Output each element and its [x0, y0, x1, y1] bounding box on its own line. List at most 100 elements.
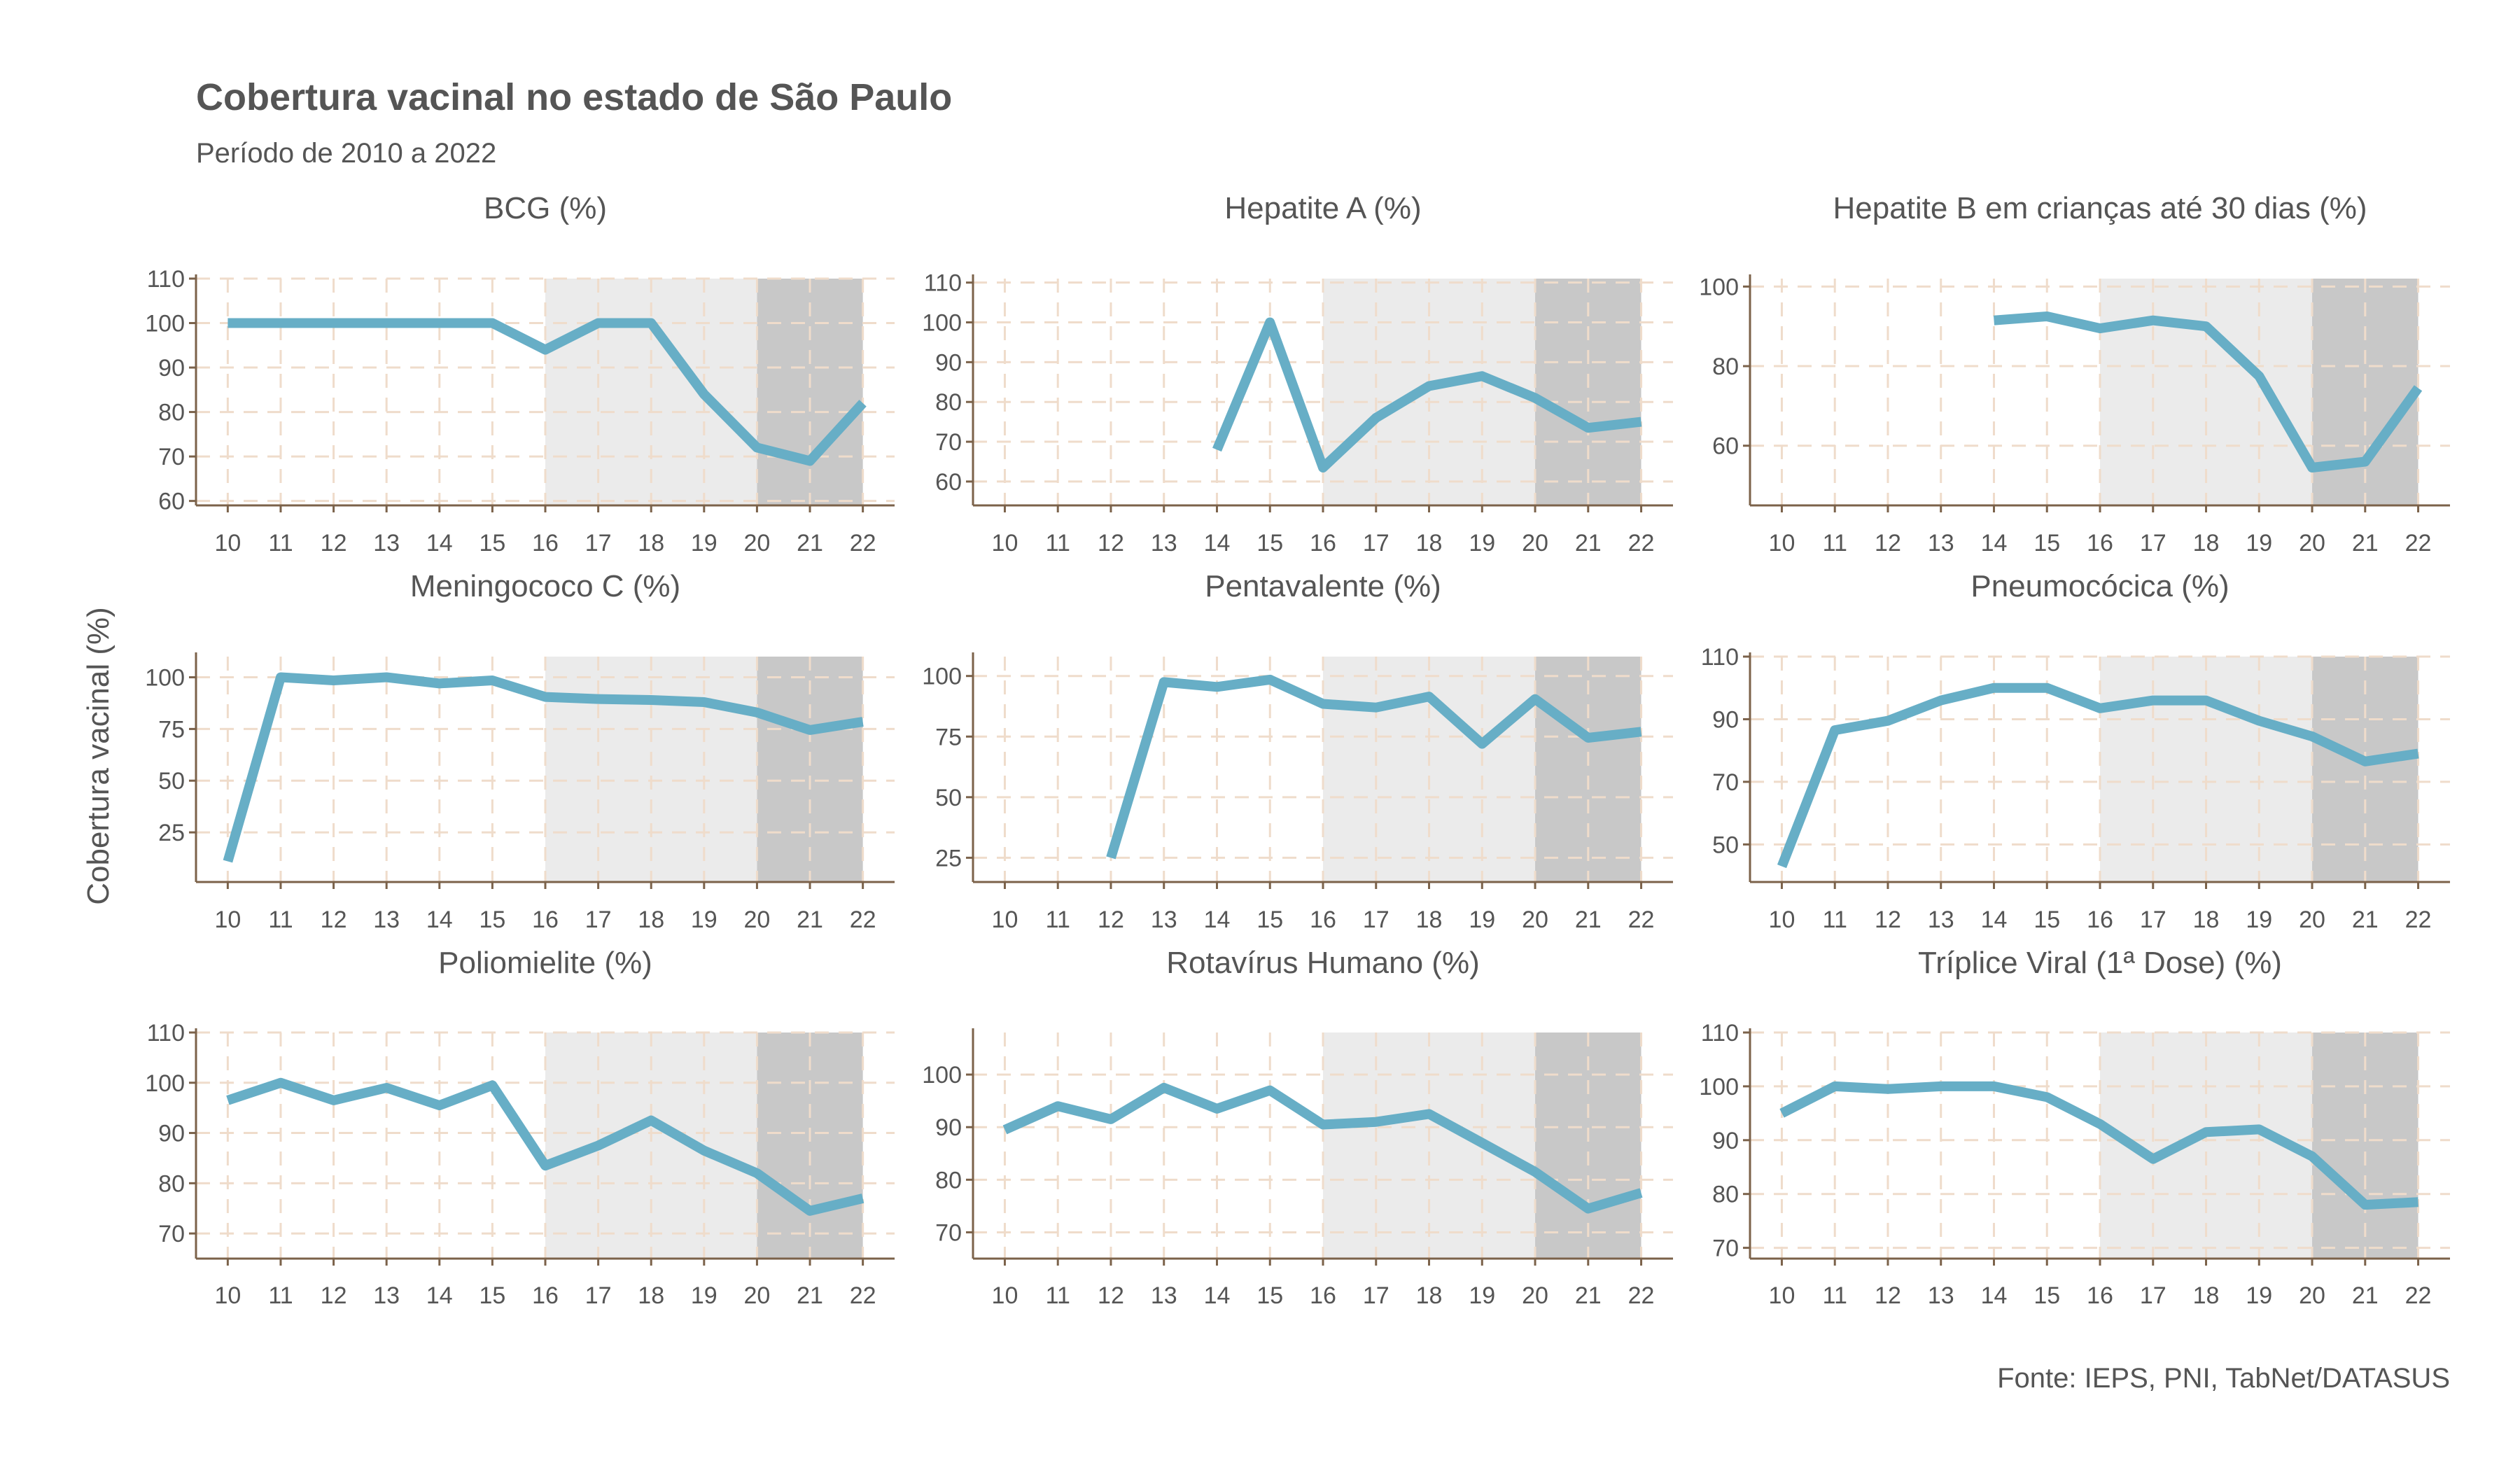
panel-8-xtick-label: 12 — [1098, 1282, 1124, 1309]
panel-4-data-point — [700, 698, 708, 706]
panel-8-data-point — [1000, 1126, 1009, 1134]
panel-6-series-line — [1777, 682, 2419, 869]
panel-9-data-point — [1830, 1082, 1839, 1091]
panel-1-xtick-label: 11 — [268, 530, 293, 556]
panel-2-data-point — [1319, 463, 1327, 472]
panel-8: Rotavírus Humano (%) 70 80 90 100 10 11 12 13 14 1… — [922, 946, 1673, 1309]
panel-5: Pentavalente (%) 25 50 75 100 10 11 12 13 14 15 16 1… — [922, 569, 1673, 933]
panel-5-ytick-label: 50 — [935, 785, 962, 811]
panel-7-data-point — [752, 1169, 761, 1177]
panel-6-data-point — [1937, 696, 1945, 705]
panel-6-ytick-label: 90 — [1712, 706, 1739, 733]
panel-6-xtick-label: 14 — [1981, 906, 2008, 933]
panel-3-xtick-label: 18 — [2193, 530, 2220, 556]
panel-2-xtick-label: 19 — [1469, 530, 1495, 556]
panel-1-data-point — [488, 319, 496, 328]
panel-5-title: Pentavalente (%) — [1205, 569, 1441, 603]
panel-5-data-point — [1478, 740, 1486, 748]
panel-2-data-point — [1425, 382, 1434, 390]
panel-3-ytick-label: 80 — [1712, 354, 1739, 380]
panel-9-xtick-label: 14 — [1981, 1282, 2008, 1309]
panel-7-xtick-label: 11 — [268, 1282, 293, 1309]
panel-5-ytick-label: 75 — [935, 724, 962, 750]
panel-1: BCG (%) 60 70 80 90 100 110 10 11 12 13 14 15 16 17 18 1… — [145, 191, 895, 556]
panel-2-xtick-label: 15 — [1256, 530, 1283, 556]
panel-9-xtick-label: 15 — [2033, 1282, 2060, 1309]
panel-7-data-point — [647, 1116, 655, 1125]
panel-4-data-point — [435, 679, 444, 687]
panel-8-xtick-label: 10 — [992, 1282, 1018, 1309]
panel-4-data-point — [276, 673, 285, 682]
panel-2: Hepatite A (%) 60 70 80 90 100 110 10 11 12 13 14 15… — [922, 191, 1673, 556]
panel-3-xtick-label: 20 — [2299, 530, 2325, 556]
panel-9: Tríplice Viral (1ª Dose) (%) 70 80 90 100 110… — [1699, 946, 2450, 1309]
panel-2-xtick-label: 16 — [1310, 530, 1336, 556]
panel-2-xtick-label: 10 — [992, 530, 1018, 556]
panel-8-data-point — [1584, 1205, 1592, 1213]
panel-9-ytick-label: 70 — [1712, 1236, 1739, 1262]
panel-7-xtick-label: 15 — [479, 1282, 505, 1309]
panel-6-ytick-label: 110 — [1701, 644, 1739, 671]
panel-6-data-point — [1989, 684, 1998, 692]
panel-2-xtick-label: 11 — [1046, 530, 1070, 556]
panel-9-ytick-label: 90 — [1712, 1128, 1739, 1154]
panel-4-xtick-label: 21 — [797, 906, 823, 933]
panel-8-data-point — [1425, 1110, 1434, 1118]
panel-9-data-point — [2043, 1093, 2051, 1101]
panel-4-data-point — [806, 726, 814, 734]
panel-6-xtick-label: 13 — [1928, 906, 1954, 933]
facet-panels: BCG (%) 60 70 80 90 100 110 10 11 12 13 14 15 16 17 18 1… — [145, 191, 2450, 1309]
panel-4-data-point — [859, 718, 867, 726]
panel-8-data-point — [1637, 1189, 1646, 1197]
panel-1-xtick-label: 20 — [744, 530, 771, 556]
y-axis-label: Cobertura vacinal (%) — [81, 607, 115, 905]
panel-8-data-point — [1531, 1168, 1539, 1176]
panel-4: Meningococo C (%) 25 50 75 100 10 11 12 13 14 15 16… — [145, 569, 895, 933]
panel-2-data-point — [1212, 445, 1221, 454]
panel-6-xtick-label: 10 — [1769, 906, 1795, 933]
panel-2-ytick-label: 110 — [924, 270, 962, 297]
panel-7-xtick-label: 12 — [321, 1282, 347, 1309]
panel-9-xtick-label: 22 — [2405, 1282, 2432, 1309]
panel-9-xtick-label: 10 — [1769, 1282, 1795, 1309]
panel-5-xtick-label: 20 — [1522, 906, 1548, 933]
panel-2-ytick-label: 70 — [935, 429, 962, 456]
panel-8-xtick-label: 21 — [1575, 1282, 1602, 1309]
panel-6-xtick-label: 17 — [2140, 906, 2166, 933]
panel-5-xtick-label: 10 — [992, 906, 1018, 933]
panel-1-xtick-label: 14 — [426, 530, 453, 556]
panel-4-xtick-label: 12 — [321, 906, 347, 933]
panel-8-data-point — [1107, 1115, 1115, 1124]
panel-2-xtick-label: 12 — [1098, 530, 1124, 556]
panel-6-xtick-label: 20 — [2299, 906, 2325, 933]
panel-8-xtick-label: 16 — [1310, 1282, 1336, 1309]
panel-5-ytick-label: 25 — [935, 845, 962, 872]
panel-9-data-point — [2202, 1128, 2211, 1136]
panel-5-xtick-label: 13 — [1151, 906, 1177, 933]
panel-7-data-point — [330, 1096, 338, 1105]
panel-3-data-point — [1989, 316, 1998, 325]
panel-1-ytick-label: 90 — [158, 355, 185, 382]
panel-7-xtick-label: 22 — [850, 1282, 876, 1309]
panel-1-xtick-label: 15 — [479, 530, 505, 556]
panel-5-data-point — [1584, 734, 1592, 742]
panel-1-xtick-label: 17 — [585, 530, 612, 556]
panel-9-data-point — [2096, 1120, 2104, 1128]
panel-4-data-point — [541, 693, 550, 701]
panel-2-xtick-label: 17 — [1363, 530, 1390, 556]
panel-6-data-point — [2361, 757, 2370, 766]
panel-1-data-point — [647, 319, 655, 328]
panel-6-xtick-label: 18 — [2193, 906, 2220, 933]
panel-3-xtick-label: 11 — [1823, 530, 1847, 556]
panel-6-xtick-label: 19 — [2246, 906, 2272, 933]
panel-4-xtick-label: 19 — [691, 906, 718, 933]
panel-6-data-point — [2149, 696, 2157, 705]
panel-9-ytick-label: 100 — [1699, 1074, 1739, 1100]
panel-3-data-point — [2308, 463, 2316, 472]
panel-1-data-point — [859, 399, 867, 407]
panel-6-xtick-label: 22 — [2405, 906, 2432, 933]
panel-6-data-point — [2043, 684, 2051, 692]
panel-5-xtick-label: 15 — [1256, 906, 1283, 933]
panel-3-xtick-label: 13 — [1928, 530, 1954, 556]
panel-2-data-point — [1478, 372, 1486, 380]
